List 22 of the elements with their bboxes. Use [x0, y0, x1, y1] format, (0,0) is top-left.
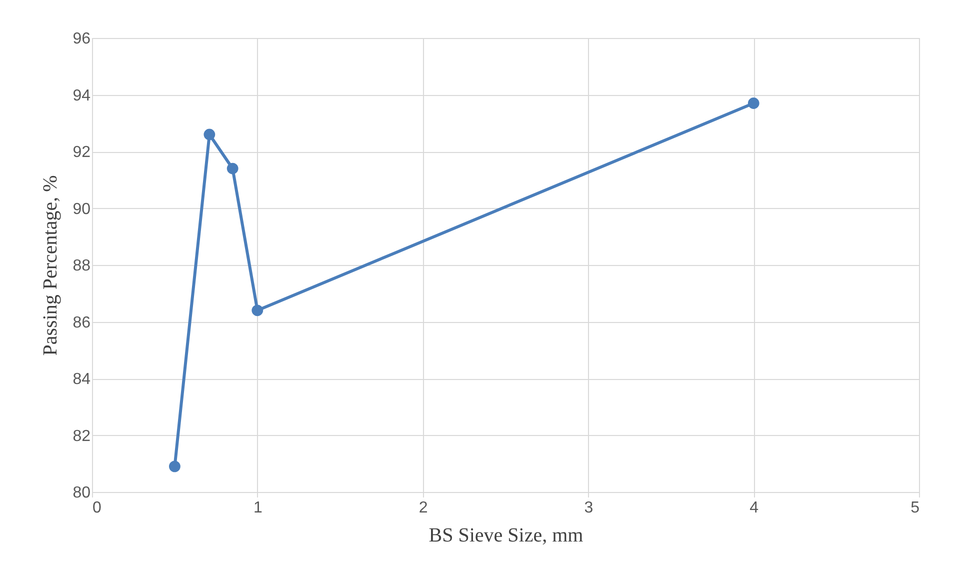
x-tick-label: 5: [910, 500, 920, 516]
x-tick-label: 2: [418, 500, 428, 516]
y-tick-label: 92: [72, 144, 91, 161]
y-tick-label: 84: [72, 371, 91, 388]
x-tick-label: 4: [750, 500, 759, 516]
y-tick-label: 86: [72, 314, 91, 332]
y-tick-label: 82: [72, 428, 91, 445]
point: [748, 98, 760, 109]
point: [252, 304, 264, 316]
y-tick-label: 90: [72, 200, 91, 218]
x-tick-label: 3: [584, 500, 594, 516]
point: [204, 128, 216, 140]
y-axis-title: Passing Percentage, %: [40, 175, 62, 356]
point: [169, 460, 180, 472]
y-tick-label: 80: [72, 484, 91, 502]
x-tick-label: 1: [253, 500, 262, 516]
y-tick-label: 96: [72, 30, 91, 48]
point: [226, 162, 238, 174]
y-tick-label: 94: [72, 87, 91, 104]
y-tick-label: 88: [72, 258, 91, 274]
x-axis-title: BS Sieve Size, mm: [428, 524, 584, 546]
x-tick-label: 0: [92, 500, 102, 516]
